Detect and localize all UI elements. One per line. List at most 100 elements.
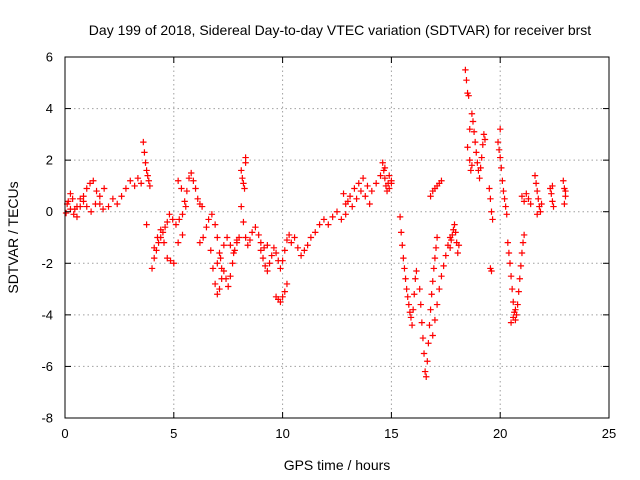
data-point (535, 195, 542, 203)
data-point (225, 283, 232, 290)
data-point (429, 278, 436, 285)
data-point (297, 252, 305, 259)
data-point (429, 332, 436, 339)
data-point (426, 321, 433, 329)
data-point (344, 198, 352, 205)
data-point (151, 254, 158, 262)
data-point (520, 198, 528, 205)
data-point (474, 159, 481, 166)
data-point (497, 154, 504, 161)
data-point (406, 309, 414, 316)
data-point (489, 216, 496, 223)
data-point (174, 177, 182, 184)
data-point (346, 193, 354, 200)
data-point (141, 149, 148, 156)
data-point (279, 293, 286, 301)
data-point (440, 262, 447, 270)
data-point (194, 195, 201, 203)
data-point (157, 226, 164, 233)
data-point (510, 298, 517, 306)
data-point (425, 340, 432, 347)
data-point (549, 182, 556, 190)
data-point (242, 234, 249, 241)
data-point (416, 285, 423, 293)
data-point (473, 149, 480, 156)
data-point (154, 234, 161, 241)
data-point (486, 185, 493, 192)
data-point (143, 221, 150, 228)
x-tick-label: 10 (275, 426, 289, 441)
data-point (507, 319, 515, 326)
data-point (281, 247, 288, 254)
data-point (118, 193, 125, 200)
data-point (413, 267, 420, 275)
data-point (205, 216, 212, 223)
series-arc8 (196, 211, 225, 272)
data-point (69, 195, 76, 203)
data-point (476, 174, 483, 182)
data-point (199, 234, 207, 241)
data-point (512, 306, 519, 313)
data-point (304, 242, 311, 249)
data-point (510, 314, 517, 321)
series-arc23 (446, 221, 463, 257)
data-point (83, 185, 90, 192)
data-point (503, 211, 510, 218)
y-tick-label: 0 (46, 204, 53, 219)
data-point (160, 239, 168, 246)
data-point (438, 272, 445, 280)
series-arc11 (238, 203, 271, 252)
series-arc19 (396, 213, 420, 329)
data-point (179, 211, 186, 218)
data-point (448, 236, 455, 244)
data-point (462, 66, 469, 74)
data-point (174, 239, 182, 246)
data-points (62, 66, 569, 380)
data-point (368, 187, 376, 195)
data-point (436, 285, 443, 293)
data-point (264, 242, 271, 249)
series-arc4 (140, 138, 154, 228)
data-point (532, 180, 540, 187)
data-point (403, 285, 410, 293)
data-point (325, 221, 332, 228)
data-point (190, 177, 197, 184)
data-point (500, 187, 507, 195)
data-point (188, 169, 195, 177)
data-point (468, 162, 476, 169)
data-point (451, 221, 458, 228)
data-point (495, 146, 503, 154)
data-point (516, 275, 523, 282)
data-point (523, 190, 530, 197)
data-point (487, 195, 494, 203)
data-point (412, 275, 419, 282)
data-point (452, 229, 459, 236)
series-arc17 (340, 187, 373, 210)
data-point (260, 244, 268, 252)
data-point (423, 373, 430, 380)
data-point (144, 172, 151, 179)
data-point (502, 203, 509, 210)
data-point (560, 177, 567, 184)
data-point (548, 190, 555, 197)
data-point (288, 239, 295, 246)
data-point (517, 262, 525, 270)
y-tick-label: -4 (41, 307, 53, 322)
data-point (114, 200, 121, 208)
data-point (246, 236, 254, 244)
data-point (514, 301, 521, 308)
data-point (433, 301, 441, 308)
data-point (90, 177, 97, 184)
data-point (442, 252, 449, 259)
x-tick-label: 20 (493, 426, 507, 441)
data-point (239, 174, 246, 182)
data-point (238, 203, 245, 210)
gridlines (65, 57, 609, 418)
series-arc26 (486, 185, 496, 275)
data-point (222, 275, 230, 282)
data-point (407, 314, 415, 321)
data-point (92, 200, 99, 208)
y-tick-label: 4 (46, 101, 53, 116)
data-point (417, 301, 424, 308)
